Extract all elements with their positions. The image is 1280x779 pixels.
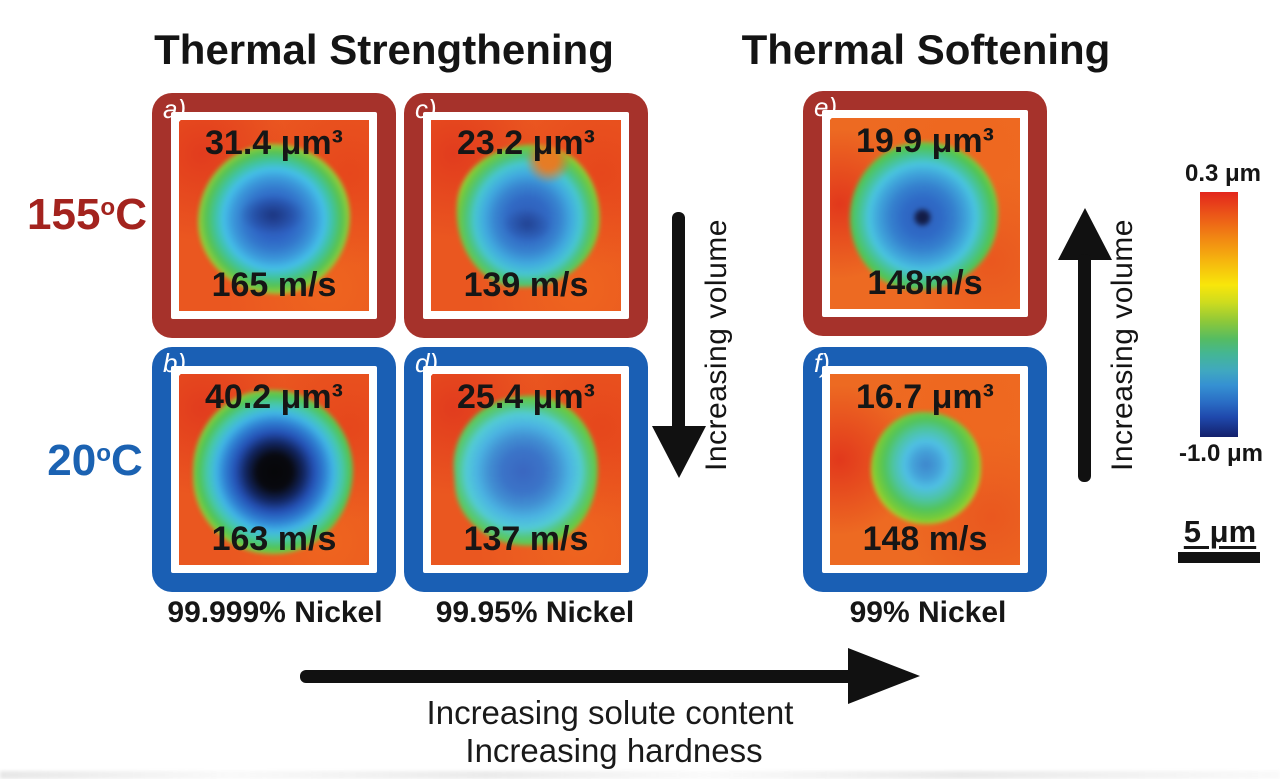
colorbar-max-label: 0.3 μm <box>1184 160 1262 187</box>
increasing-hardness-label: Increasing hardness <box>465 732 763 769</box>
column-label-9995-nickel: 99.95% Nickel <box>435 596 635 629</box>
panel-c-heatmap: 23.2 μm³ 139 m/s <box>431 120 621 311</box>
panel-e-speed: 148m/s <box>867 264 983 302</box>
crater-blob-a <box>198 144 350 294</box>
panel-f-speed: 148 m/s <box>862 520 988 558</box>
row-label-20c-unit: C <box>110 436 143 485</box>
increasing-volume-up-label: Increasing volume <box>1106 219 1139 471</box>
panel-a-heatmap: 31.4 μm³ 165 m/s <box>179 120 369 311</box>
row-label-20c: 20oC <box>24 436 166 486</box>
cropped-caption-smudge <box>0 771 1280 779</box>
colorbar-gradient <box>1200 192 1238 437</box>
panel-d-letter: d) <box>415 348 439 378</box>
panel-b-speed: 163 m/s <box>211 520 337 558</box>
panel-a-frame: 31.4 μm³ 165 m/s <box>171 112 377 319</box>
panel-b-letter: b) <box>163 348 187 378</box>
panel-e-heatmap: 19.9 μm³ 148m/s <box>830 118 1020 309</box>
panel-b-frame: 40.2 μm³ 163 m/s <box>171 366 377 573</box>
colorbar-min-label: -1.0 μm <box>1178 440 1264 467</box>
panel-b-heatmap: 40.2 μm³ 163 m/s <box>179 374 369 565</box>
row-label-155c-unit: C <box>115 190 147 239</box>
arrow-shaft <box>672 212 685 432</box>
panel-e-frame: 19.9 μm³ 148m/s <box>822 110 1028 317</box>
crater-blob-b <box>193 390 353 554</box>
scale-bar <box>1178 552 1260 563</box>
panel-a-letter: a) <box>163 94 187 124</box>
panel-e: e) 19.9 μm³ 148m/s <box>803 91 1047 336</box>
increasing-volume-up-arrow-icon <box>1056 208 1114 482</box>
arrow-head <box>1058 208 1112 260</box>
degree-symbol: o <box>96 440 111 467</box>
panel-c-speed: 139 m/s <box>463 266 589 304</box>
panel-a: a) 31.4 μm³ 165 m/s <box>152 93 396 338</box>
crater-blob-f <box>871 412 981 524</box>
title-thermal-strengthening: Thermal Strengthening <box>154 26 614 73</box>
scale-bar-label: 5 μm <box>1183 514 1257 549</box>
panel-b-volume: 40.2 μm³ <box>205 378 343 416</box>
panel-f-volume: 16.7 μm³ <box>856 378 994 416</box>
increasing-volume-down-label: Increasing volume <box>700 219 733 471</box>
panel-c-letter: c) <box>415 94 437 124</box>
panel-c-frame: 23.2 μm³ 139 m/s <box>423 112 629 319</box>
panel-e-letter: e) <box>814 92 838 122</box>
arrow-head <box>848 648 920 704</box>
panel-d-speed: 137 m/s <box>463 520 589 558</box>
degree-symbol: o <box>100 194 116 221</box>
panel-a-speed: 165 m/s <box>211 266 337 304</box>
panel-d-frame: 25.4 μm³ 137 m/s <box>423 366 629 573</box>
panel-c-volume: 23.2 μm³ <box>457 124 595 162</box>
title-thermal-softening: Thermal Softening <box>741 26 1111 73</box>
panel-e-volume: 19.9 μm³ <box>856 122 994 160</box>
column-label-99999-nickel: 99.999% Nickel <box>167 596 383 629</box>
arrow-head <box>652 426 706 478</box>
panel-f-letter: f) <box>814 348 830 378</box>
panel-d: d) 25.4 μm³ 137 m/s <box>404 347 648 592</box>
panel-d-heatmap: 25.4 μm³ 137 m/s <box>431 374 621 565</box>
column-label-99-nickel: 99% Nickel <box>849 596 1007 629</box>
panel-f-heatmap: 16.7 μm³ 148 m/s <box>830 374 1020 565</box>
increasing-solute-arrow-icon <box>300 648 920 704</box>
arrow-shaft <box>1078 254 1091 482</box>
panel-f: f) 16.7 μm³ 148 m/s <box>803 347 1047 592</box>
panel-b: b) 40.2 μm³ 163 m/s <box>152 347 396 592</box>
increasing-solute-content-label: Increasing solute content <box>426 694 794 731</box>
panel-f-frame: 16.7 μm³ 148 m/s <box>822 366 1028 573</box>
row-label-20c-value: 20 <box>47 436 97 485</box>
panel-c: c) 23.2 μm³ 139 m/s <box>404 93 648 338</box>
panel-a-volume: 31.4 μm³ <box>205 124 343 162</box>
arrow-shaft <box>300 670 856 683</box>
row-label-155c-value: 155 <box>27 190 101 239</box>
panel-d-volume: 25.4 μm³ <box>457 378 595 416</box>
row-label-155c: 155oC <box>16 190 158 240</box>
increasing-volume-down-arrow-icon <box>650 212 708 478</box>
